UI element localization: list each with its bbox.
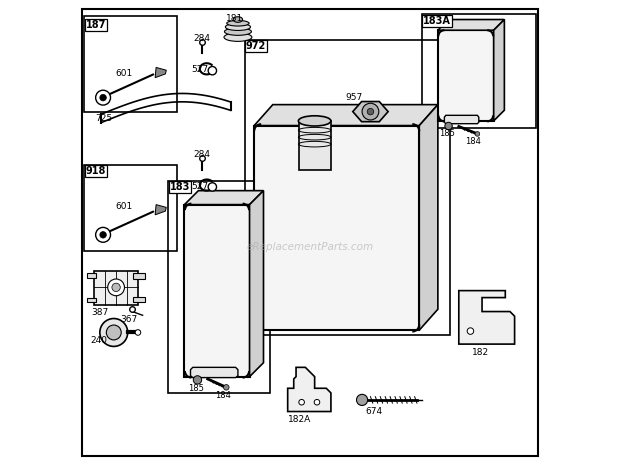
Polygon shape [133,297,145,302]
Circle shape [475,132,480,136]
Polygon shape [438,20,505,30]
Polygon shape [155,205,166,215]
Bar [168,181,270,393]
Ellipse shape [225,23,250,31]
Text: 181: 181 [226,14,244,23]
Text: 184: 184 [465,137,480,146]
Ellipse shape [298,116,331,126]
Ellipse shape [224,33,252,41]
Ellipse shape [227,20,249,26]
Circle shape [100,94,106,101]
Polygon shape [419,105,438,330]
Text: 674: 674 [366,407,383,416]
Polygon shape [190,367,238,378]
Text: 725: 725 [95,113,112,123]
Circle shape [299,399,304,405]
Circle shape [445,122,452,130]
Text: 527: 527 [192,65,208,74]
Circle shape [467,328,474,334]
Polygon shape [254,126,419,330]
Circle shape [100,319,128,346]
Circle shape [107,325,121,340]
Ellipse shape [233,17,242,22]
Circle shape [223,385,229,390]
Polygon shape [185,191,264,205]
Circle shape [193,376,202,384]
Circle shape [112,283,120,292]
Bar [84,16,177,112]
Polygon shape [87,298,96,302]
Circle shape [95,90,110,105]
Polygon shape [133,273,145,279]
Ellipse shape [224,28,252,35]
Bar [245,40,450,335]
Circle shape [356,394,368,405]
Text: eReplacementParts.com: eReplacementParts.com [246,242,374,252]
Polygon shape [87,273,96,278]
Text: 284: 284 [193,150,211,159]
Polygon shape [494,20,505,121]
Text: 601: 601 [115,69,133,78]
Bar [422,14,536,128]
Polygon shape [459,291,515,344]
Polygon shape [299,121,331,170]
Text: 183: 183 [169,182,190,193]
Text: 183A: 183A [423,16,451,27]
Polygon shape [185,205,249,377]
Circle shape [314,399,320,405]
Bar [84,165,177,251]
Circle shape [100,232,106,238]
Polygon shape [353,101,388,122]
Text: 284: 284 [193,33,211,43]
Polygon shape [288,367,331,412]
Polygon shape [445,115,479,124]
Text: 918: 918 [86,166,106,177]
Text: 972: 972 [246,41,266,51]
Text: 185: 185 [439,129,455,138]
Circle shape [362,103,379,120]
Circle shape [95,227,110,242]
Circle shape [135,330,141,335]
Circle shape [108,279,125,296]
Text: 240: 240 [90,336,107,345]
Text: 182: 182 [472,348,489,357]
Text: 387: 387 [91,308,108,317]
Polygon shape [94,271,138,305]
Text: 601: 601 [115,202,133,212]
Text: 182A: 182A [288,415,311,424]
Polygon shape [254,105,438,126]
Text: 527: 527 [192,181,208,191]
Circle shape [367,108,374,115]
Circle shape [208,66,216,75]
Text: 184: 184 [215,391,231,399]
Polygon shape [438,30,494,121]
Text: 185: 185 [188,384,204,392]
Text: 187: 187 [86,20,106,30]
Polygon shape [155,67,166,78]
Polygon shape [249,191,264,377]
Text: 367: 367 [120,315,138,324]
Text: 957: 957 [345,93,362,102]
Circle shape [208,183,216,191]
